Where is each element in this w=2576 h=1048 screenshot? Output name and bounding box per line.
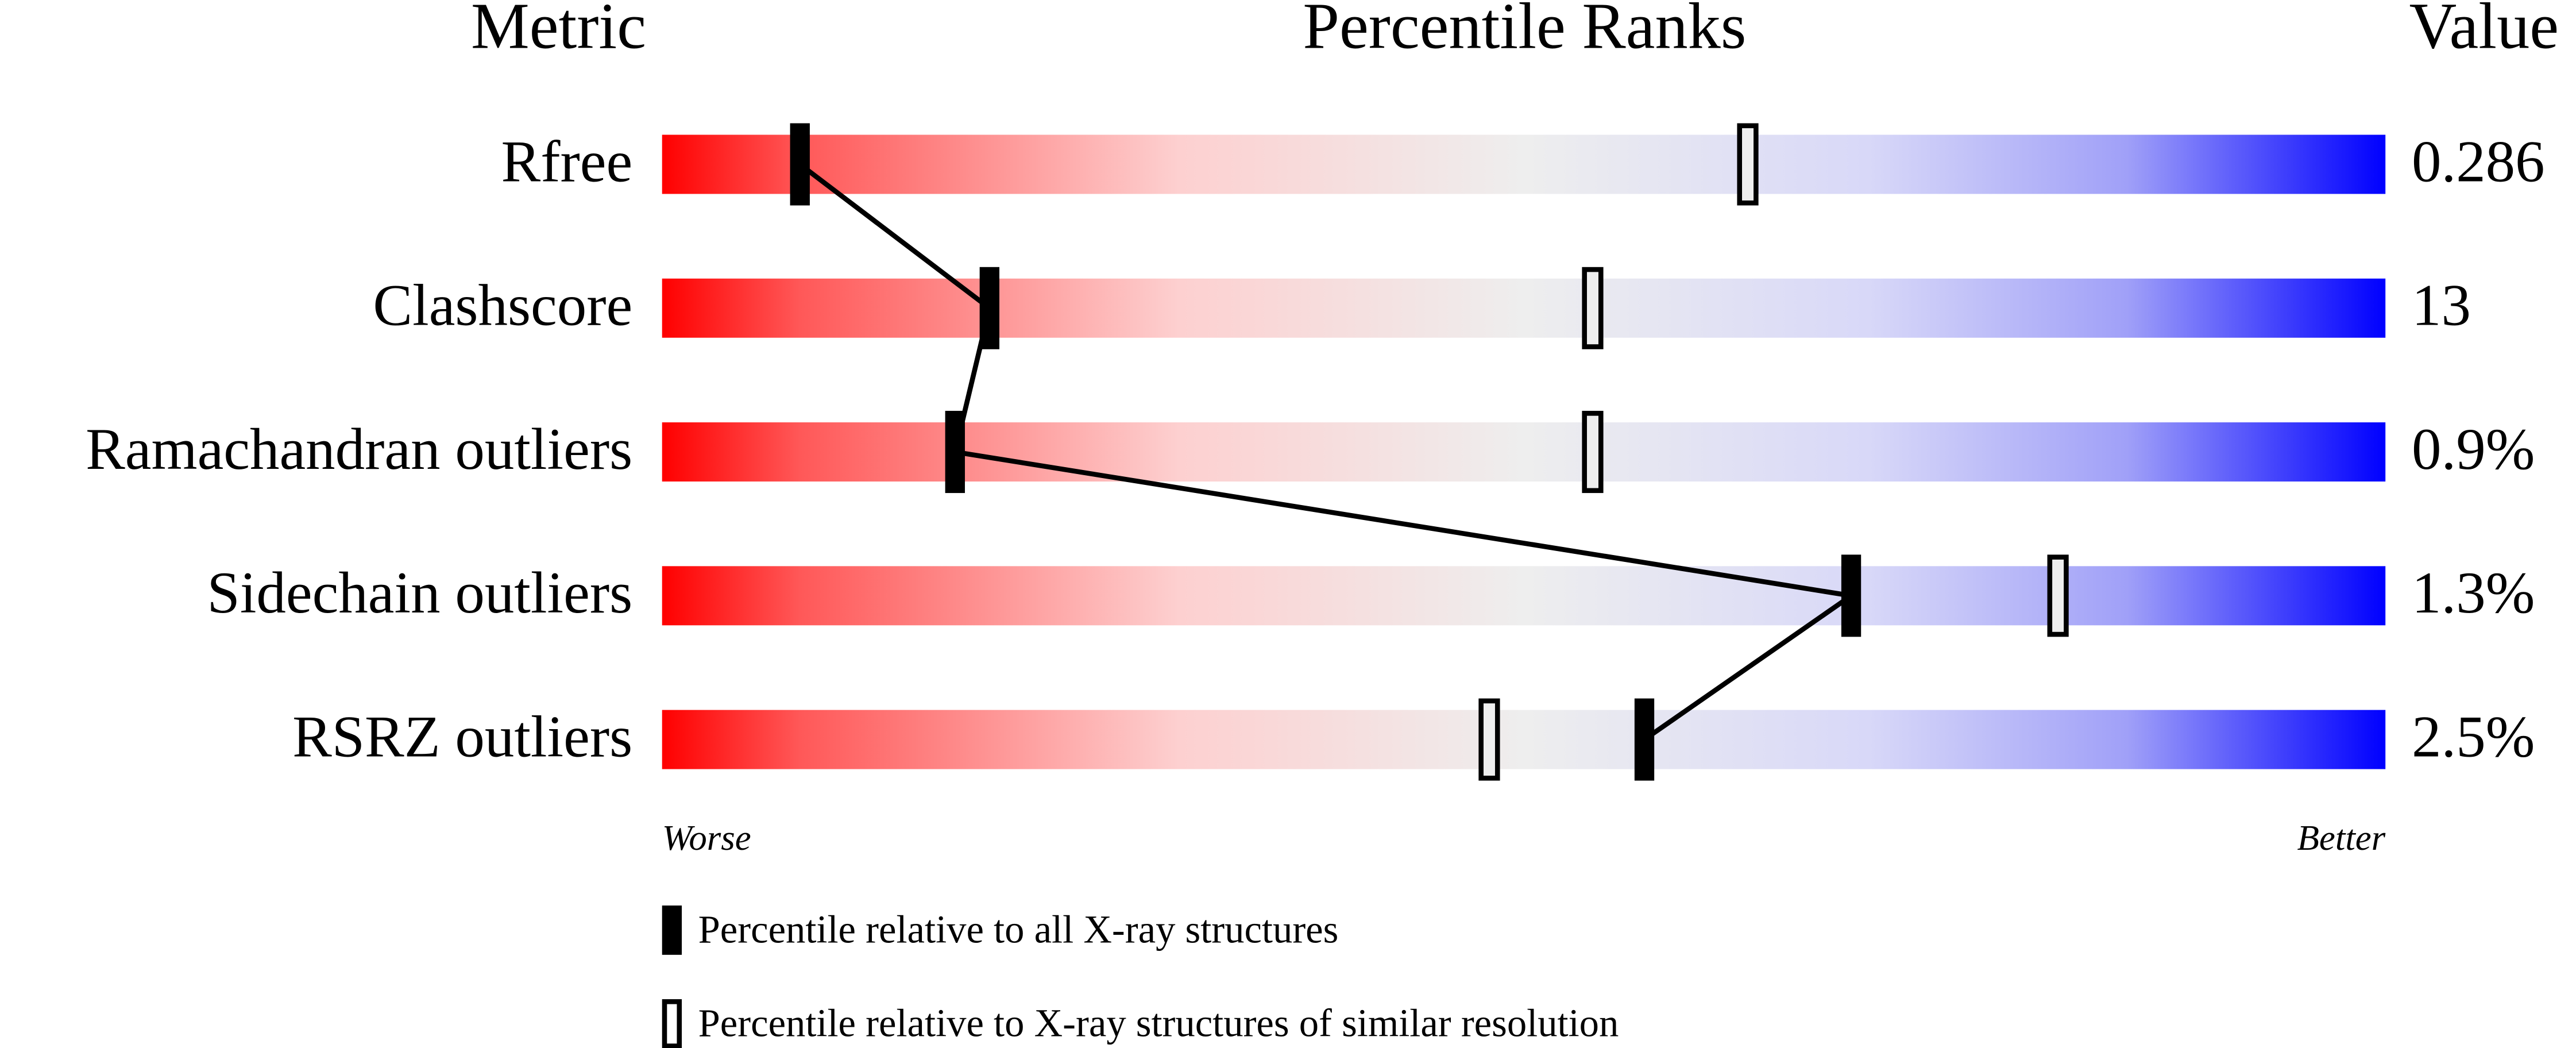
marker-filled — [979, 267, 999, 349]
metric-label: Sidechain outliers — [207, 560, 633, 626]
metric-value: 0.9% — [2412, 417, 2535, 482]
header-metric: Metric — [471, 0, 646, 62]
metric-label: Ramachandran outliers — [86, 417, 632, 482]
metric-label: RSRZ outliers — [292, 704, 632, 769]
percentile-bar — [662, 422, 2386, 482]
legend-swatch-filled — [662, 906, 682, 955]
marker-filled — [945, 411, 965, 494]
header-ranks: Percentile Ranks — [1303, 0, 1746, 62]
marker-open — [1478, 698, 1500, 781]
worse-label: Worse — [662, 818, 751, 858]
marker-open — [1737, 123, 1759, 206]
percentile-bar — [662, 710, 2386, 769]
metric-label: Clashscore — [373, 273, 632, 338]
legend-swatch-open — [662, 999, 682, 1048]
marker-open — [1582, 267, 1604, 349]
metric-value: 13 — [2412, 273, 2471, 338]
metric-value: 0.286 — [2412, 129, 2545, 194]
marker-filled — [1841, 554, 1861, 637]
metric-label: Rfree — [501, 129, 633, 194]
metric-value: 1.3% — [2412, 560, 2535, 626]
marker-open — [2047, 554, 2069, 637]
percentile-bar — [662, 278, 2386, 338]
marker-filled — [1634, 698, 1655, 781]
marker-open — [1582, 411, 1604, 494]
marker-filled — [790, 123, 810, 206]
legend-label: Percentile relative to all X-ray structu… — [698, 907, 1339, 951]
legend-label: Percentile relative to X-ray structures … — [698, 1001, 1619, 1045]
header-value: Value — [2409, 0, 2559, 62]
metric-value: 2.5% — [2412, 704, 2535, 769]
better-label: Better — [2297, 818, 2385, 858]
percentile-bar — [662, 566, 2386, 626]
percentile-bar — [662, 134, 2386, 194]
